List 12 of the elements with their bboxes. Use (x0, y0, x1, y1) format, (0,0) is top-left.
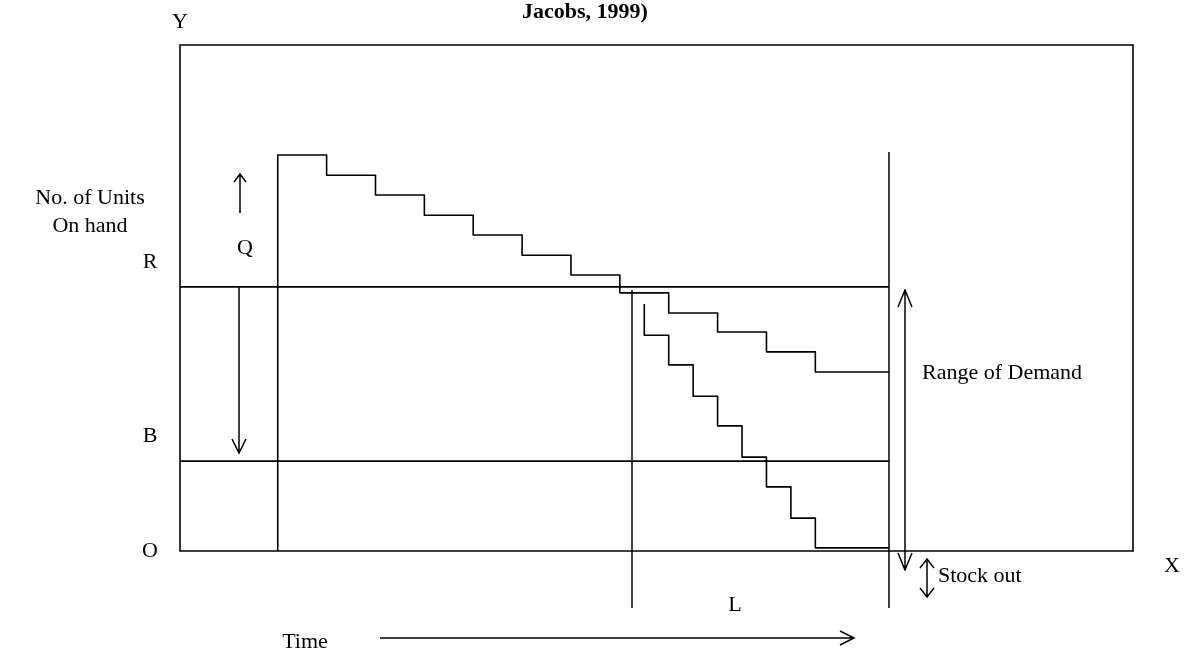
ref-line-label: R (142, 247, 158, 273)
annotation: Q (237, 233, 254, 259)
text: X (1164, 551, 1181, 577)
chart-title: Jacobs, 1999) (522, 0, 648, 23)
text: L (728, 590, 742, 616)
ref-line-label: B (142, 421, 158, 447)
text: O (142, 536, 158, 562)
y-axis-title: No. of Units On hand (35, 183, 145, 237)
text: Stock out (938, 561, 1022, 587)
annotation: Range of Demand (922, 358, 1083, 384)
x-axis-title: Time (282, 627, 328, 653)
text: Y (172, 7, 189, 33)
